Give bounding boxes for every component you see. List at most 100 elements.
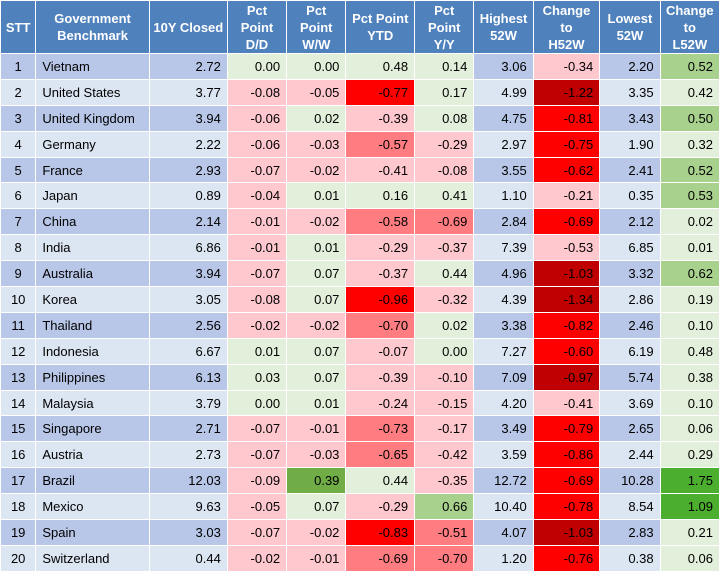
cell-stt: 9 (1, 261, 36, 287)
cell-stt: 3 (1, 105, 36, 131)
table-row[interactable]: 18 Mexico 9.63 -0.05 0.07 -0.29 0.66 10.40 -0.78… (1, 494, 719, 520)
col-header-pct-dd[interactable]: Pct Point D/D (227, 1, 287, 53)
cell-highest-52w: 7.27 (474, 338, 533, 364)
col-header-change-h52w[interactable]: Change to H52W (533, 1, 600, 53)
cell-lowest-52w: 3.35 (600, 79, 660, 105)
cell-change-h52w: -0.53 (533, 235, 600, 261)
cell-country: Switzerland (36, 545, 149, 571)
cell-pct-ytd: -0.65 (346, 442, 415, 468)
cell-change-h52w: -0.82 (533, 312, 600, 338)
cell-change-h52w: -0.60 (533, 338, 600, 364)
cell-pct-ww: -0.03 (287, 442, 346, 468)
cell-pct-dd: -0.07 (227, 416, 287, 442)
col-header-10y-closed[interactable]: 10Y Closed (149, 1, 227, 53)
table-row[interactable]: 8 India 6.86 -0.01 0.01 -0.29 -0.37 7.39 -0.53 6.… (1, 235, 719, 261)
table-body: 1 Vietnam 2.72 0.00 0.00 0.48 0.14 3.06 -0.34 2.2… (1, 54, 719, 571)
cell-highest-52w: 10.40 (474, 494, 533, 520)
col-header-lowest-52w[interactable]: Lowest 52W (600, 1, 660, 53)
cell-pct-ytd: -0.96 (346, 287, 415, 312)
table-row[interactable]: 10 Korea 3.05 -0.08 0.07 -0.96 -0.32 4.39 -1.34 2… (1, 287, 719, 312)
cell-stt: 18 (1, 494, 36, 520)
cell-pct-dd: -0.07 (227, 442, 287, 468)
cell-highest-52w: 3.55 (474, 157, 533, 183)
cell-country: Thailand (36, 312, 149, 338)
cell-stt: 19 (1, 520, 36, 545)
cell-pct-ytd: 0.16 (346, 183, 415, 209)
col-header-pct-yy[interactable]: Pct Point Y/Y (415, 1, 474, 53)
table-row[interactable]: 17 Brazil 12.03 -0.09 0.39 0.44 -0.35 12.72 -0.6… (1, 468, 719, 494)
cell-highest-52w: 3.38 (474, 312, 533, 338)
table-row[interactable]: 6 Japan 0.89 -0.04 0.01 0.16 0.41 1.10 -0.21 0.35… (1, 183, 719, 209)
cell-lowest-52w: 2.86 (600, 287, 660, 312)
cell-country: Spain (36, 520, 149, 545)
cell-pct-yy: -0.35 (415, 468, 474, 494)
cell-country: Philippines (36, 364, 149, 390)
table-row[interactable]: 9 Australia 3.94 -0.07 0.07 -0.37 0.44 4.96 -1.0… (1, 261, 719, 287)
table-row[interactable]: 12 Indonesia 6.67 0.01 0.07 -0.07 0.00 7.27 -0.6… (1, 338, 719, 364)
cell-change-l52w: 0.02 (660, 209, 719, 235)
cell-change-l52w: 0.06 (660, 416, 719, 442)
cell-stt: 7 (1, 209, 36, 235)
cell-lowest-52w: 1.90 (600, 131, 660, 157)
cell-change-l52w: 0.01 (660, 235, 719, 261)
col-header-stt[interactable]: STT (1, 1, 36, 53)
cell-pct-dd: -0.02 (227, 545, 287, 571)
cell-stt: 14 (1, 390, 36, 416)
cell-stt: 16 (1, 442, 36, 468)
table-row[interactable]: 4 Germany 2.22 -0.06 -0.03 -0.57 -0.29 2.97 -0.7… (1, 131, 719, 157)
col-header-benchmark[interactable]: Government Benchmark (36, 1, 149, 53)
cell-pct-ytd: -0.57 (346, 131, 415, 157)
cell-10y-closed: 3.79 (149, 390, 227, 416)
col-header-highest-52w[interactable]: Highest 52W (474, 1, 533, 53)
cell-country: Indonesia (36, 338, 149, 364)
col-header-pct-ytd[interactable]: Pct Point YTD (346, 1, 415, 53)
table-row[interactable]: 5 France 2.93 -0.07 -0.02 -0.41 -0.08 3.55 -0.62… (1, 157, 719, 183)
cell-pct-ytd: -0.77 (346, 79, 415, 105)
cell-lowest-52w: 2.12 (600, 209, 660, 235)
table-row[interactable]: 19 Spain 3.03 -0.07 -0.02 -0.83 -0.51 4.07 -1.03… (1, 520, 719, 545)
cell-highest-52w: 4.07 (474, 520, 533, 545)
cell-pct-ytd: -0.37 (346, 261, 415, 287)
cell-country: Singapore (36, 416, 149, 442)
table-row[interactable]: 13 Philippines 6.13 0.03 0.07 -0.39 -0.10 7.09-… (1, 364, 719, 390)
table-row[interactable]: 20 Switzerland 0.44 -0.02 -0.01 -0.69 -0.70 1.2… (1, 545, 719, 571)
cell-pct-ww: 0.07 (287, 261, 346, 287)
table-row[interactable]: 14 Malaysia 3.79 0.00 0.01 -0.24 -0.15 4.20 -0.4… (1, 390, 719, 416)
table-row[interactable]: 3 United Kingdom 3.94 -0.06 0.02 -0.39 0.08 4.7… (1, 105, 719, 131)
table-row[interactable]: 2 United States 3.77 -0.08 -0.05 -0.77 0.17 4.9… (1, 79, 719, 105)
cell-change-l52w: 1.75 (660, 468, 719, 494)
table-row[interactable]: 7 China 2.14 -0.01 -0.02 -0.58 -0.69 2.84 -0.69 2… (1, 209, 719, 235)
cell-change-h52w: -1.34 (533, 287, 600, 312)
cell-pct-yy: 0.17 (415, 79, 474, 105)
cell-pct-ww: 0.07 (287, 494, 346, 520)
table-row[interactable]: 11 Thailand 2.56 -0.02 -0.02 -0.70 0.02 3.38 -0.… (1, 312, 719, 338)
cell-country: France (36, 157, 149, 183)
cell-pct-dd: -0.01 (227, 235, 287, 261)
cell-pct-ytd: 0.48 (346, 54, 415, 79)
cell-pct-yy: -0.08 (415, 157, 474, 183)
col-header-pct-ww[interactable]: Pct Point W/W (287, 1, 346, 53)
header-row: STT Government Benchmark 10Y Closed Pct Po… (1, 1, 719, 53)
cell-pct-dd: -0.07 (227, 520, 287, 545)
cell-pct-yy: -0.10 (415, 364, 474, 390)
table-row[interactable]: 16 Austria 2.73 -0.07 -0.03 -0.65 -0.42 3.59 -0.… (1, 442, 719, 468)
cell-change-h52w: -0.69 (533, 209, 600, 235)
cell-stt: 10 (1, 287, 36, 312)
cell-pct-ww: -0.02 (287, 157, 346, 183)
cell-stt: 4 (1, 131, 36, 157)
cell-pct-ww: 0.01 (287, 183, 346, 209)
col-header-change-l52w[interactable]: Change to L52W (660, 1, 719, 53)
table-row[interactable]: 1 Vietnam 2.72 0.00 0.00 0.48 0.14 3.06 -0.34 2.2… (1, 54, 719, 79)
cell-lowest-52w: 0.38 (600, 545, 660, 571)
cell-country: Austria (36, 442, 149, 468)
cell-10y-closed: 2.93 (149, 157, 227, 183)
cell-10y-closed: 3.94 (149, 261, 227, 287)
cell-pct-ww: 0.39 (287, 468, 346, 494)
cell-highest-52w: 7.39 (474, 235, 533, 261)
cell-10y-closed: 2.73 (149, 442, 227, 468)
cell-pct-yy: -0.17 (415, 416, 474, 442)
cell-lowest-52w: 6.19 (600, 338, 660, 364)
cell-lowest-52w: 2.41 (600, 157, 660, 183)
cell-pct-ww: 0.01 (287, 390, 346, 416)
table-row[interactable]: 15 Singapore 2.71 -0.07 -0.01 -0.73 -0.17 3.49-… (1, 416, 719, 442)
